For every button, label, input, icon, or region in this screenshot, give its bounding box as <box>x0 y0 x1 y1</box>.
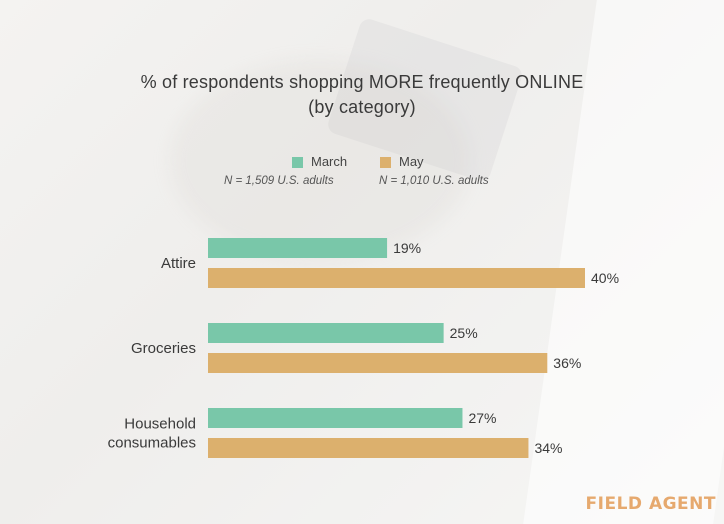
data-label: 27% <box>468 410 496 426</box>
data-label: 34% <box>534 440 562 456</box>
category-label: Groceries <box>131 340 196 357</box>
bar-may <box>208 353 548 373</box>
chart-title-line-2: (by category) <box>308 97 416 117</box>
legend-label-may: May <box>399 154 424 169</box>
legend-note-march: N = 1,509 U.S. adults <box>224 175 334 187</box>
data-label: 40% <box>591 270 619 286</box>
category-label: Attire <box>161 255 196 272</box>
category-label: consumables <box>108 435 196 452</box>
legend-swatch-may <box>380 157 391 168</box>
data-label: 25% <box>450 325 478 341</box>
data-label: 19% <box>393 240 421 256</box>
bar-march <box>208 323 444 343</box>
category-label: Household <box>124 416 196 433</box>
chart-title-line-1: % of respondents shopping MORE frequentl… <box>140 72 584 92</box>
legend-label-march: March <box>311 154 348 169</box>
field-agent-logo: FIELD AGENT <box>585 494 716 514</box>
bar-march <box>208 408 463 428</box>
bar-may <box>208 438 529 458</box>
bar-may <box>208 268 585 288</box>
bar-march <box>208 238 388 258</box>
chart-title: % of respondents shopping MORE frequentl… <box>0 70 724 120</box>
legend-swatch-march <box>292 157 303 168</box>
data-label: 36% <box>553 355 581 371</box>
legend-note-may: N = 1,010 U.S. adults <box>379 175 489 187</box>
